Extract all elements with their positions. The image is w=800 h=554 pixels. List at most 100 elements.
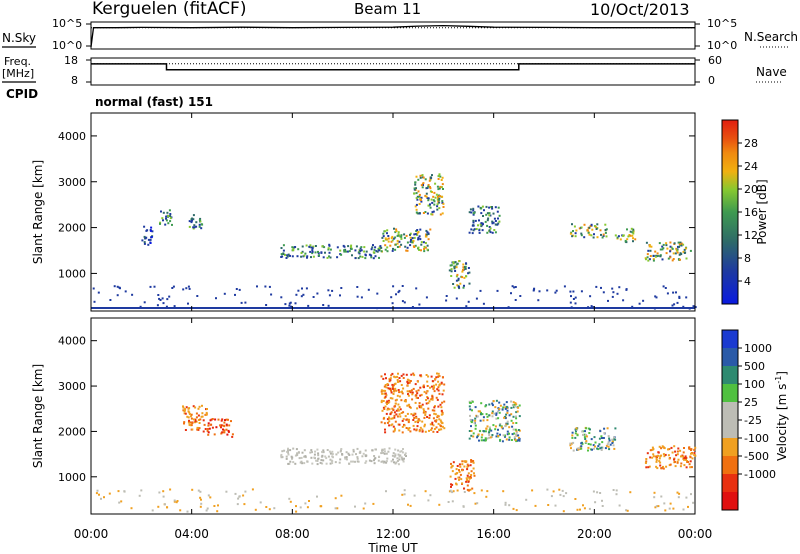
power-cell-bg-cell	[462, 268, 464, 271]
power-cell-bg-cell	[386, 250, 389, 253]
velocity-noise	[251, 488, 254, 491]
power-cell-bg-cell	[346, 250, 349, 253]
power-cell-bg-cell	[439, 213, 442, 216]
power-cell-bg-cell	[192, 226, 195, 229]
velocity-cell	[414, 420, 417, 423]
power-cell-bg-noise	[149, 285, 152, 288]
power-cell-bg-cell	[679, 258, 681, 261]
velocity-cell	[435, 396, 438, 399]
velocity-colorbar-label-exp: -1	[774, 376, 783, 384]
power-cell-bg-cell	[324, 251, 326, 254]
velocity-cell	[285, 455, 288, 458]
velocity-cell	[407, 428, 410, 431]
velocity-cell	[382, 406, 385, 409]
velocity-cell	[418, 402, 421, 405]
power-cell-bg-cell	[406, 241, 409, 244]
power-cell-bg-cell	[424, 178, 427, 181]
velocity-cell	[397, 389, 400, 391]
velocity-cell	[395, 413, 398, 416]
power-cell-bg-cell	[169, 220, 172, 223]
power-cell-bg-noise	[445, 299, 448, 302]
velocity-cell	[381, 449, 383, 452]
power-cell-bg-cell	[414, 244, 417, 247]
velocity-noise	[463, 491, 466, 493]
velocity-cell	[581, 442, 584, 445]
power-cell-bg-cell	[419, 197, 422, 200]
velocity-cell	[381, 409, 384, 412]
velocity-cell	[197, 407, 200, 410]
power-cell-bg-cell	[488, 229, 491, 232]
velocity-noise	[451, 500, 454, 503]
velocity-cell	[658, 457, 661, 460]
velocity-cell	[304, 455, 307, 458]
power-cell-bg-cell	[450, 268, 453, 271]
power-cell-bg-cell	[647, 259, 650, 262]
power-cell-bg-cell	[426, 231, 429, 234]
velocity-noise	[295, 510, 298, 513]
velocity-cell	[296, 452, 299, 455]
power-cell-bg-cell	[427, 184, 430, 186]
velocity-noise	[657, 505, 660, 508]
velocity-cell	[497, 417, 500, 420]
velocity-cell	[289, 449, 292, 452]
velocity-noise	[403, 489, 406, 492]
velocity-cell	[438, 392, 441, 395]
power-cell-bg-noise	[569, 301, 572, 304]
velocity-cell	[419, 426, 422, 429]
velocity-cell	[490, 429, 493, 432]
power-cell-bg-noise	[401, 300, 404, 303]
velocity-cell	[432, 387, 435, 390]
velocity-cell	[390, 374, 393, 377]
power-cell-bg-cell	[454, 270, 457, 272]
power-cell-bg-cell	[465, 262, 467, 265]
velocity-cell	[474, 419, 477, 422]
velocity-cell	[414, 383, 417, 386]
velocity-cell	[469, 464, 472, 467]
velocity-cell	[222, 424, 225, 427]
power-cell-bg-cell	[431, 211, 434, 214]
velocity-cell	[518, 415, 521, 418]
velocity-cell	[405, 427, 408, 429]
velocity-cell	[688, 463, 691, 466]
velocity-cell	[406, 412, 409, 415]
xtick-label: 00:00	[678, 527, 713, 541]
velocity-cell	[470, 470, 473, 473]
velocity-cell	[383, 452, 386, 455]
velocity-cell	[413, 417, 416, 419]
velocity-cell	[329, 462, 332, 465]
velocity-cell	[383, 450, 386, 453]
velocity-cell	[350, 460, 353, 463]
power-cell-bg-noise	[93, 300, 96, 303]
velocity-cell	[495, 412, 498, 415]
power-cell-bg-cell	[360, 246, 363, 249]
velocity-cell	[421, 428, 424, 431]
velocity-noise	[504, 501, 507, 504]
power-cell-bg-cell	[661, 248, 664, 251]
velocity-cell	[386, 421, 389, 424]
velocity-cell	[506, 433, 509, 436]
velocity-cell	[398, 423, 401, 426]
velocity-cell	[209, 423, 212, 426]
power-cell-bg-cell	[417, 246, 420, 249]
velocity-cell	[602, 437, 605, 439]
date-title: 10/Oct/2013	[590, 0, 690, 19]
power-cell-bg-cell	[427, 199, 430, 202]
power-cell-bg-noise	[569, 290, 572, 293]
velocity-cell	[421, 430, 424, 433]
velocity-cell	[189, 421, 192, 424]
velocity-noise	[199, 496, 202, 499]
velocity-noise	[254, 508, 257, 511]
power-cell-bg-cell	[280, 247, 283, 249]
velocity-colorbar-tick-label: -500	[744, 450, 769, 463]
velocity-cell	[459, 465, 462, 468]
velocity-cell	[386, 400, 389, 403]
velocity-cell	[287, 453, 290, 456]
power-cell-bg-cell	[679, 241, 682, 244]
velocity-cell	[492, 400, 495, 403]
power-cell-bg-cell	[429, 186, 431, 188]
power-cell-bg-cell	[343, 245, 346, 248]
noise-panel-frame	[90, 21, 696, 50]
power-cell-bg-cell	[472, 212, 475, 215]
power-cell-bg-noise	[618, 286, 621, 289]
velocity-cell	[391, 372, 394, 375]
